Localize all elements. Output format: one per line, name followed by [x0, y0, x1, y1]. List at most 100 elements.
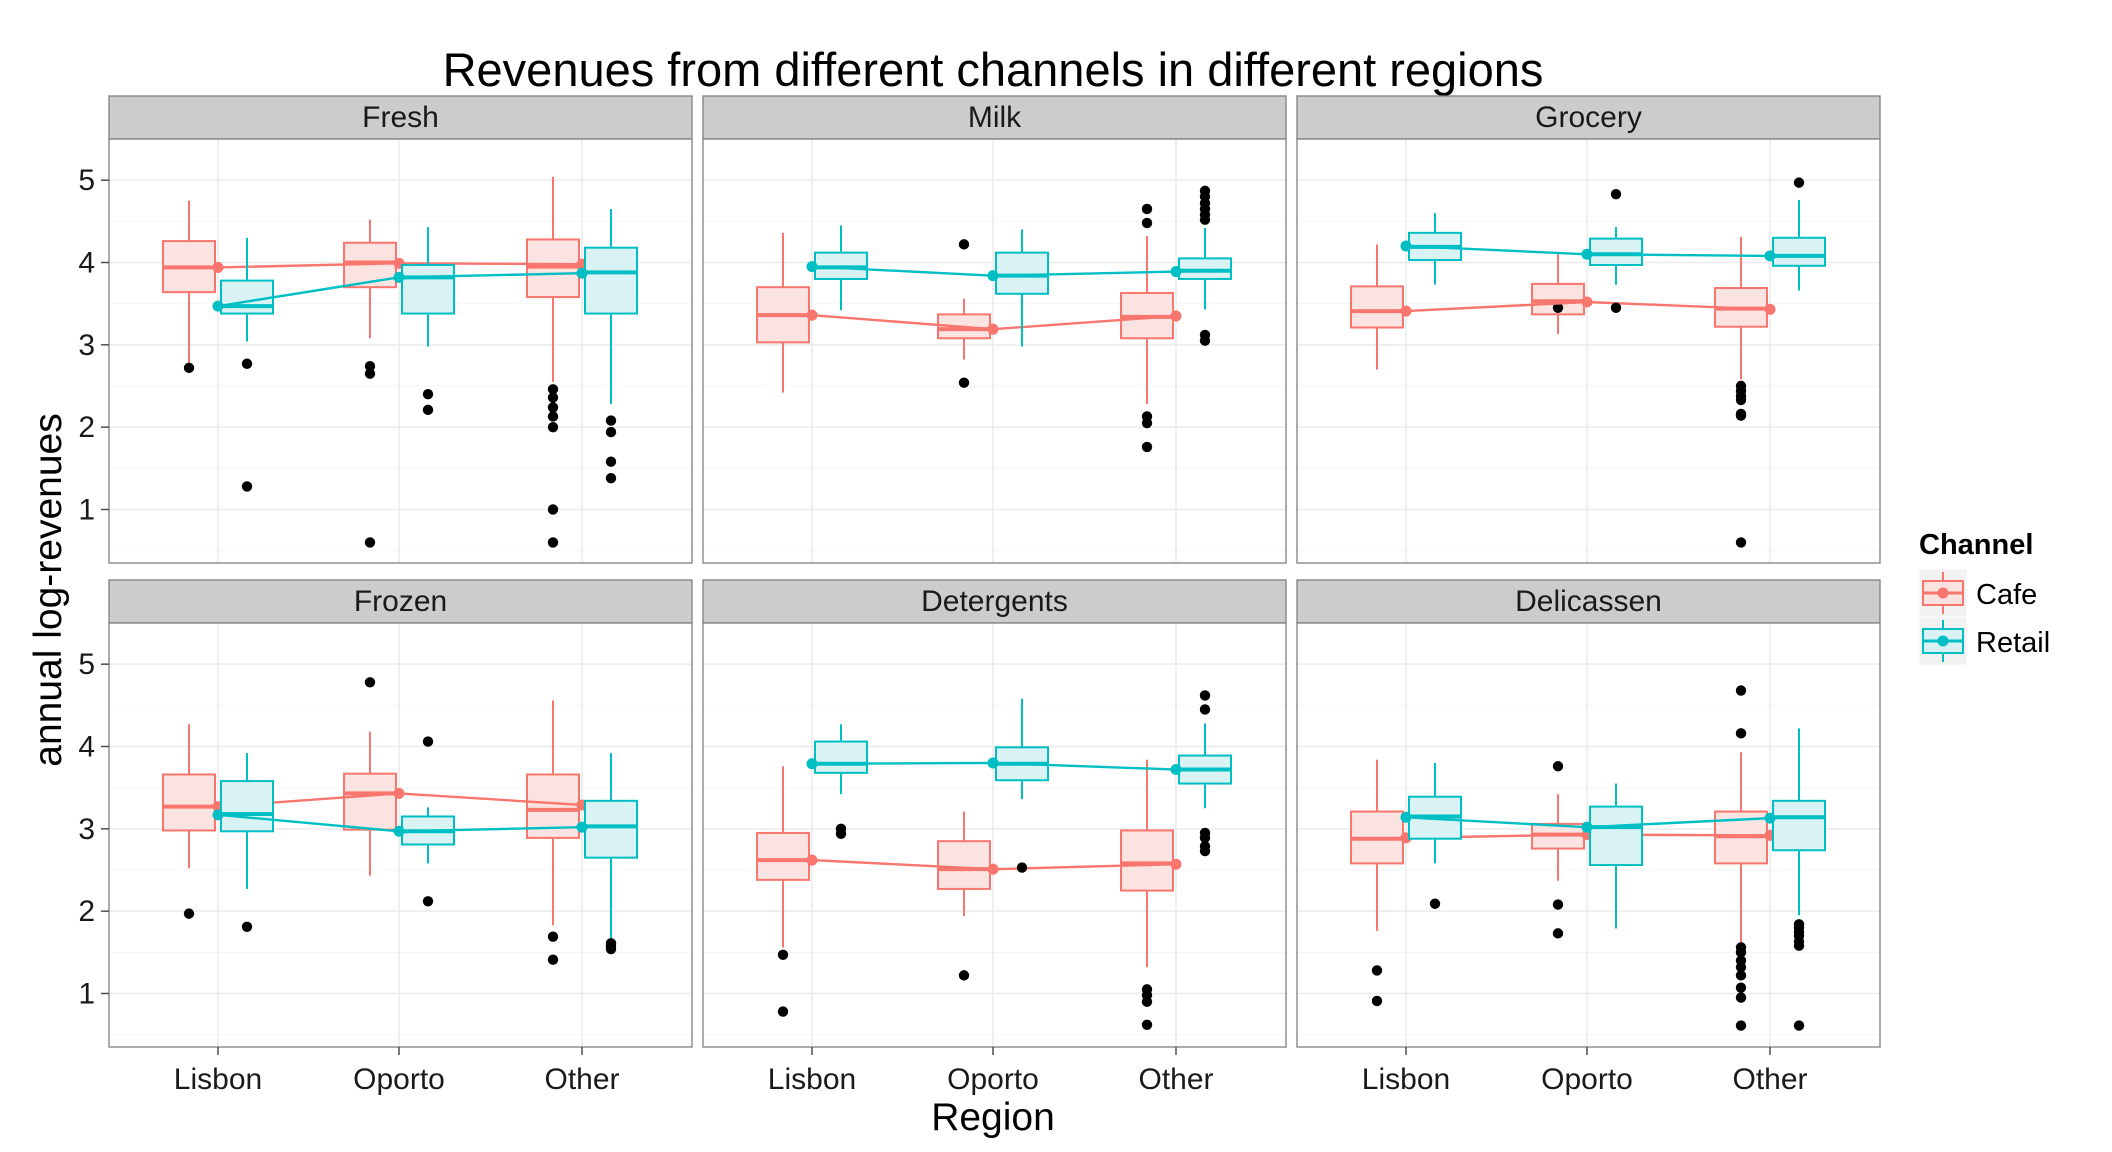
outlier-point: [1371, 965, 1383, 976]
box-iqr: [584, 799, 638, 859]
outlier-point: [1141, 203, 1153, 215]
outlier-point: [777, 949, 789, 960]
outlier-point: [1735, 394, 1747, 406]
series-retail: [1400, 177, 1826, 313]
outlier-point: [1735, 728, 1747, 739]
boxplot-oporto: [937, 811, 991, 981]
box-iqr: [1350, 285, 1404, 329]
box-iqr: [937, 840, 991, 890]
outlier-point: [958, 970, 970, 981]
outlier-point: [1199, 335, 1211, 346]
x-tick-label: Lisbon: [1362, 1063, 1450, 1096]
outlier-point: [1735, 410, 1747, 421]
outlier-point: [422, 404, 434, 416]
mean-point: [1400, 240, 1412, 252]
y-tick-label: 5: [78, 164, 95, 197]
x-tick-label: Oporto: [1541, 1063, 1633, 1096]
outlier-point: [1199, 690, 1211, 701]
outlier-point: [1199, 845, 1211, 857]
outlier-point: [547, 392, 559, 403]
box-iqr: [401, 263, 455, 315]
outlier-point: [1371, 995, 1383, 1007]
outlier-point: [1141, 1019, 1153, 1030]
facet-strip-label: Grocery: [1535, 101, 1642, 134]
box-iqr: [756, 831, 810, 881]
boxplot-lisbon: [756, 766, 810, 1017]
y-tick-label: 2: [78, 411, 95, 444]
box-iqr: [1178, 257, 1232, 280]
mean-point: [987, 323, 999, 335]
outlier-point: [1735, 685, 1747, 696]
outlier-point: [1199, 704, 1211, 715]
facet-strip-label: Delicassen: [1515, 585, 1662, 618]
plot-background: [109, 139, 692, 563]
facet-panel-grocery: Grocery: [1296, 95, 1881, 564]
outlier-point: [1735, 947, 1747, 958]
facet-strip: [1296, 579, 1881, 624]
outlier-point: [1610, 188, 1622, 200]
facet-strip-label: Milk: [968, 101, 1022, 134]
outlier-point: [1793, 940, 1805, 951]
mean-point: [987, 270, 999, 282]
outlier-point: [1552, 899, 1564, 910]
y-tick-label: 4: [78, 730, 95, 763]
box-iqr: [995, 251, 1049, 295]
outlier-point: [547, 504, 559, 515]
facet-panels: Fresh 1 2 3 4 5 Milk Grocery Frozen 1 2 3 4 5 Lisbon Op…: [78, 95, 1881, 1096]
boxplot-lisbon: [162, 724, 216, 919]
outlier-point: [1735, 982, 1747, 993]
plot-background: [1297, 139, 1880, 563]
box-iqr: [220, 279, 274, 315]
mean-point: [1170, 310, 1182, 322]
x-tick-label: Other: [1732, 1063, 1807, 1096]
outlier-point: [364, 361, 376, 372]
mean-point: [806, 261, 818, 273]
boxplot-oporto: [1589, 783, 1643, 929]
outlier-point: [1199, 214, 1211, 225]
legend-entry-retail: Retail: [1918, 616, 2050, 666]
outlier-point: [605, 456, 617, 467]
box-iqr: [162, 773, 216, 832]
mean-point: [806, 309, 818, 321]
outlier-point: [1735, 992, 1747, 1003]
outlier-point: [1141, 417, 1153, 429]
series-cafe: [756, 203, 1182, 453]
outlier-point: [605, 426, 617, 438]
x-tick-label: Oporto: [353, 1063, 445, 1096]
x-tick-label: Oporto: [947, 1063, 1039, 1096]
x-axis-title: Region: [931, 1096, 1055, 1139]
outlier-point: [835, 828, 847, 839]
box-iqr: [1772, 799, 1826, 852]
mean-point: [393, 271, 405, 283]
series-retail: [806, 690, 1232, 873]
outlier-point: [1735, 537, 1747, 548]
panel-border: [702, 138, 1287, 564]
x-tick-label: Lisbon: [174, 1063, 262, 1096]
facet-strip: [702, 579, 1287, 624]
outlier-point: [364, 677, 376, 688]
boxplot-lisbon: [1350, 244, 1404, 370]
boxplot-other: [526, 176, 580, 548]
panel-border: [1296, 138, 1881, 564]
facet-strip: [108, 95, 693, 140]
facet-strip-label: Frozen: [354, 585, 447, 618]
outlier-point: [1141, 441, 1153, 453]
y-tick-label: 5: [78, 648, 95, 681]
facet-panel-frozen: Frozen 1 2 3 4 5 Lisbon Oporto Other: [78, 579, 693, 1096]
series-cafe: [1350, 236, 1776, 548]
outlier-point: [364, 537, 376, 548]
mean-point: [393, 825, 405, 837]
box-iqr: [1589, 237, 1643, 266]
outlier-point: [777, 1006, 789, 1017]
outlier-point: [1199, 832, 1211, 844]
box-iqr: [1589, 805, 1643, 867]
facet-panel-milk: Milk: [702, 95, 1287, 564]
panel-border: [1296, 622, 1881, 1048]
boxplot-other: [1178, 185, 1232, 346]
facet-strip: [1296, 95, 1881, 140]
facet-panel-fresh: Fresh 1 2 3 4 5: [78, 95, 693, 564]
box-iqr: [584, 246, 638, 315]
facet-panel-delicassen: Delicassen Lisbon Oporto Other: [1296, 579, 1881, 1096]
panel-border: [108, 138, 693, 564]
outlier-point: [1735, 961, 1747, 973]
